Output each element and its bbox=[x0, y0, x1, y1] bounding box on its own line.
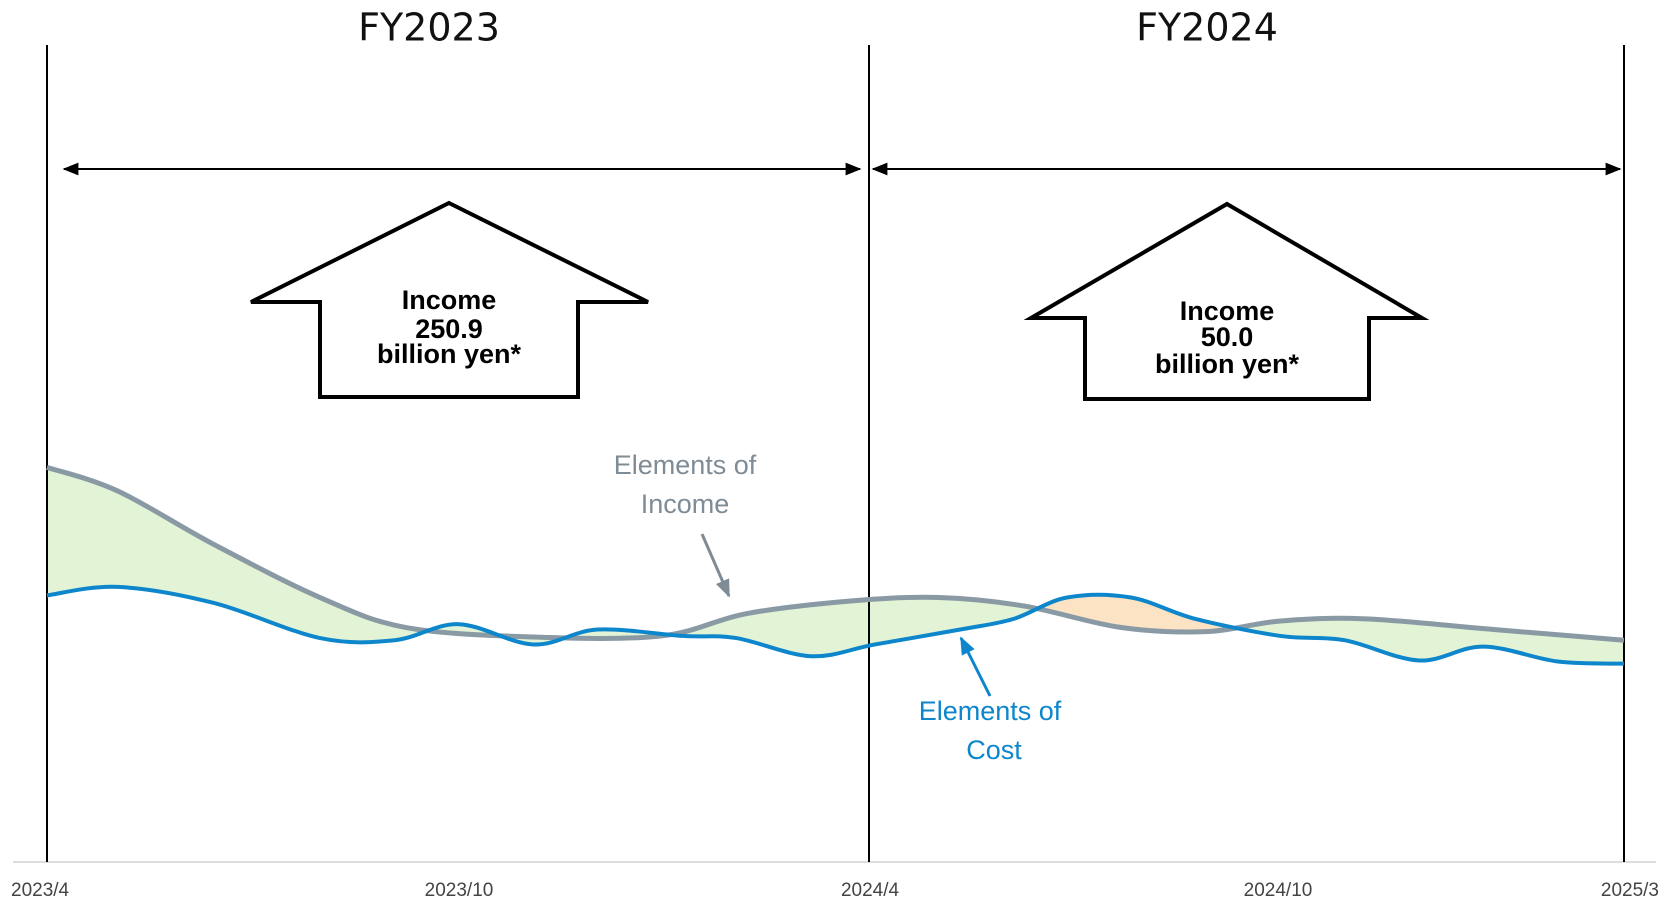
income-area bbox=[46, 467, 1624, 664]
arrow-text: 50.0 bbox=[1201, 322, 1254, 352]
areas bbox=[46, 467, 1624, 664]
axis-label: 2024/4 bbox=[841, 880, 900, 901]
curve-label: Elements of bbox=[919, 696, 1062, 726]
arrow-text: billion yen* bbox=[377, 339, 522, 369]
arrow-text: Income bbox=[402, 285, 497, 315]
arrow-text: 250.9 bbox=[415, 314, 483, 344]
axis-label: 2023/4 bbox=[11, 880, 70, 901]
axis-label: 2023/10 bbox=[425, 880, 494, 901]
curve-label: Income bbox=[641, 489, 730, 519]
axis-label: 2025/3 bbox=[1601, 880, 1659, 901]
income-curve bbox=[46, 464, 1625, 643]
deficit-area bbox=[1040, 595, 1228, 632]
arrow-text: Income bbox=[1180, 296, 1275, 326]
curve-label: Cost bbox=[966, 735, 1022, 765]
pointer bbox=[959, 636, 992, 697]
axis-label: 2024/10 bbox=[1244, 880, 1313, 901]
period-title: FY2023 bbox=[358, 6, 500, 50]
up-arrow bbox=[250, 200, 649, 399]
cost-curve bbox=[46, 584, 1625, 666]
up-arrow bbox=[1023, 201, 1430, 401]
pointer bbox=[700, 533, 731, 598]
period-title: FY2024 bbox=[1136, 6, 1278, 50]
curves bbox=[46, 464, 1625, 666]
arrow-text: billion yen* bbox=[1155, 349, 1300, 379]
curve-label: Elements of bbox=[614, 450, 757, 480]
